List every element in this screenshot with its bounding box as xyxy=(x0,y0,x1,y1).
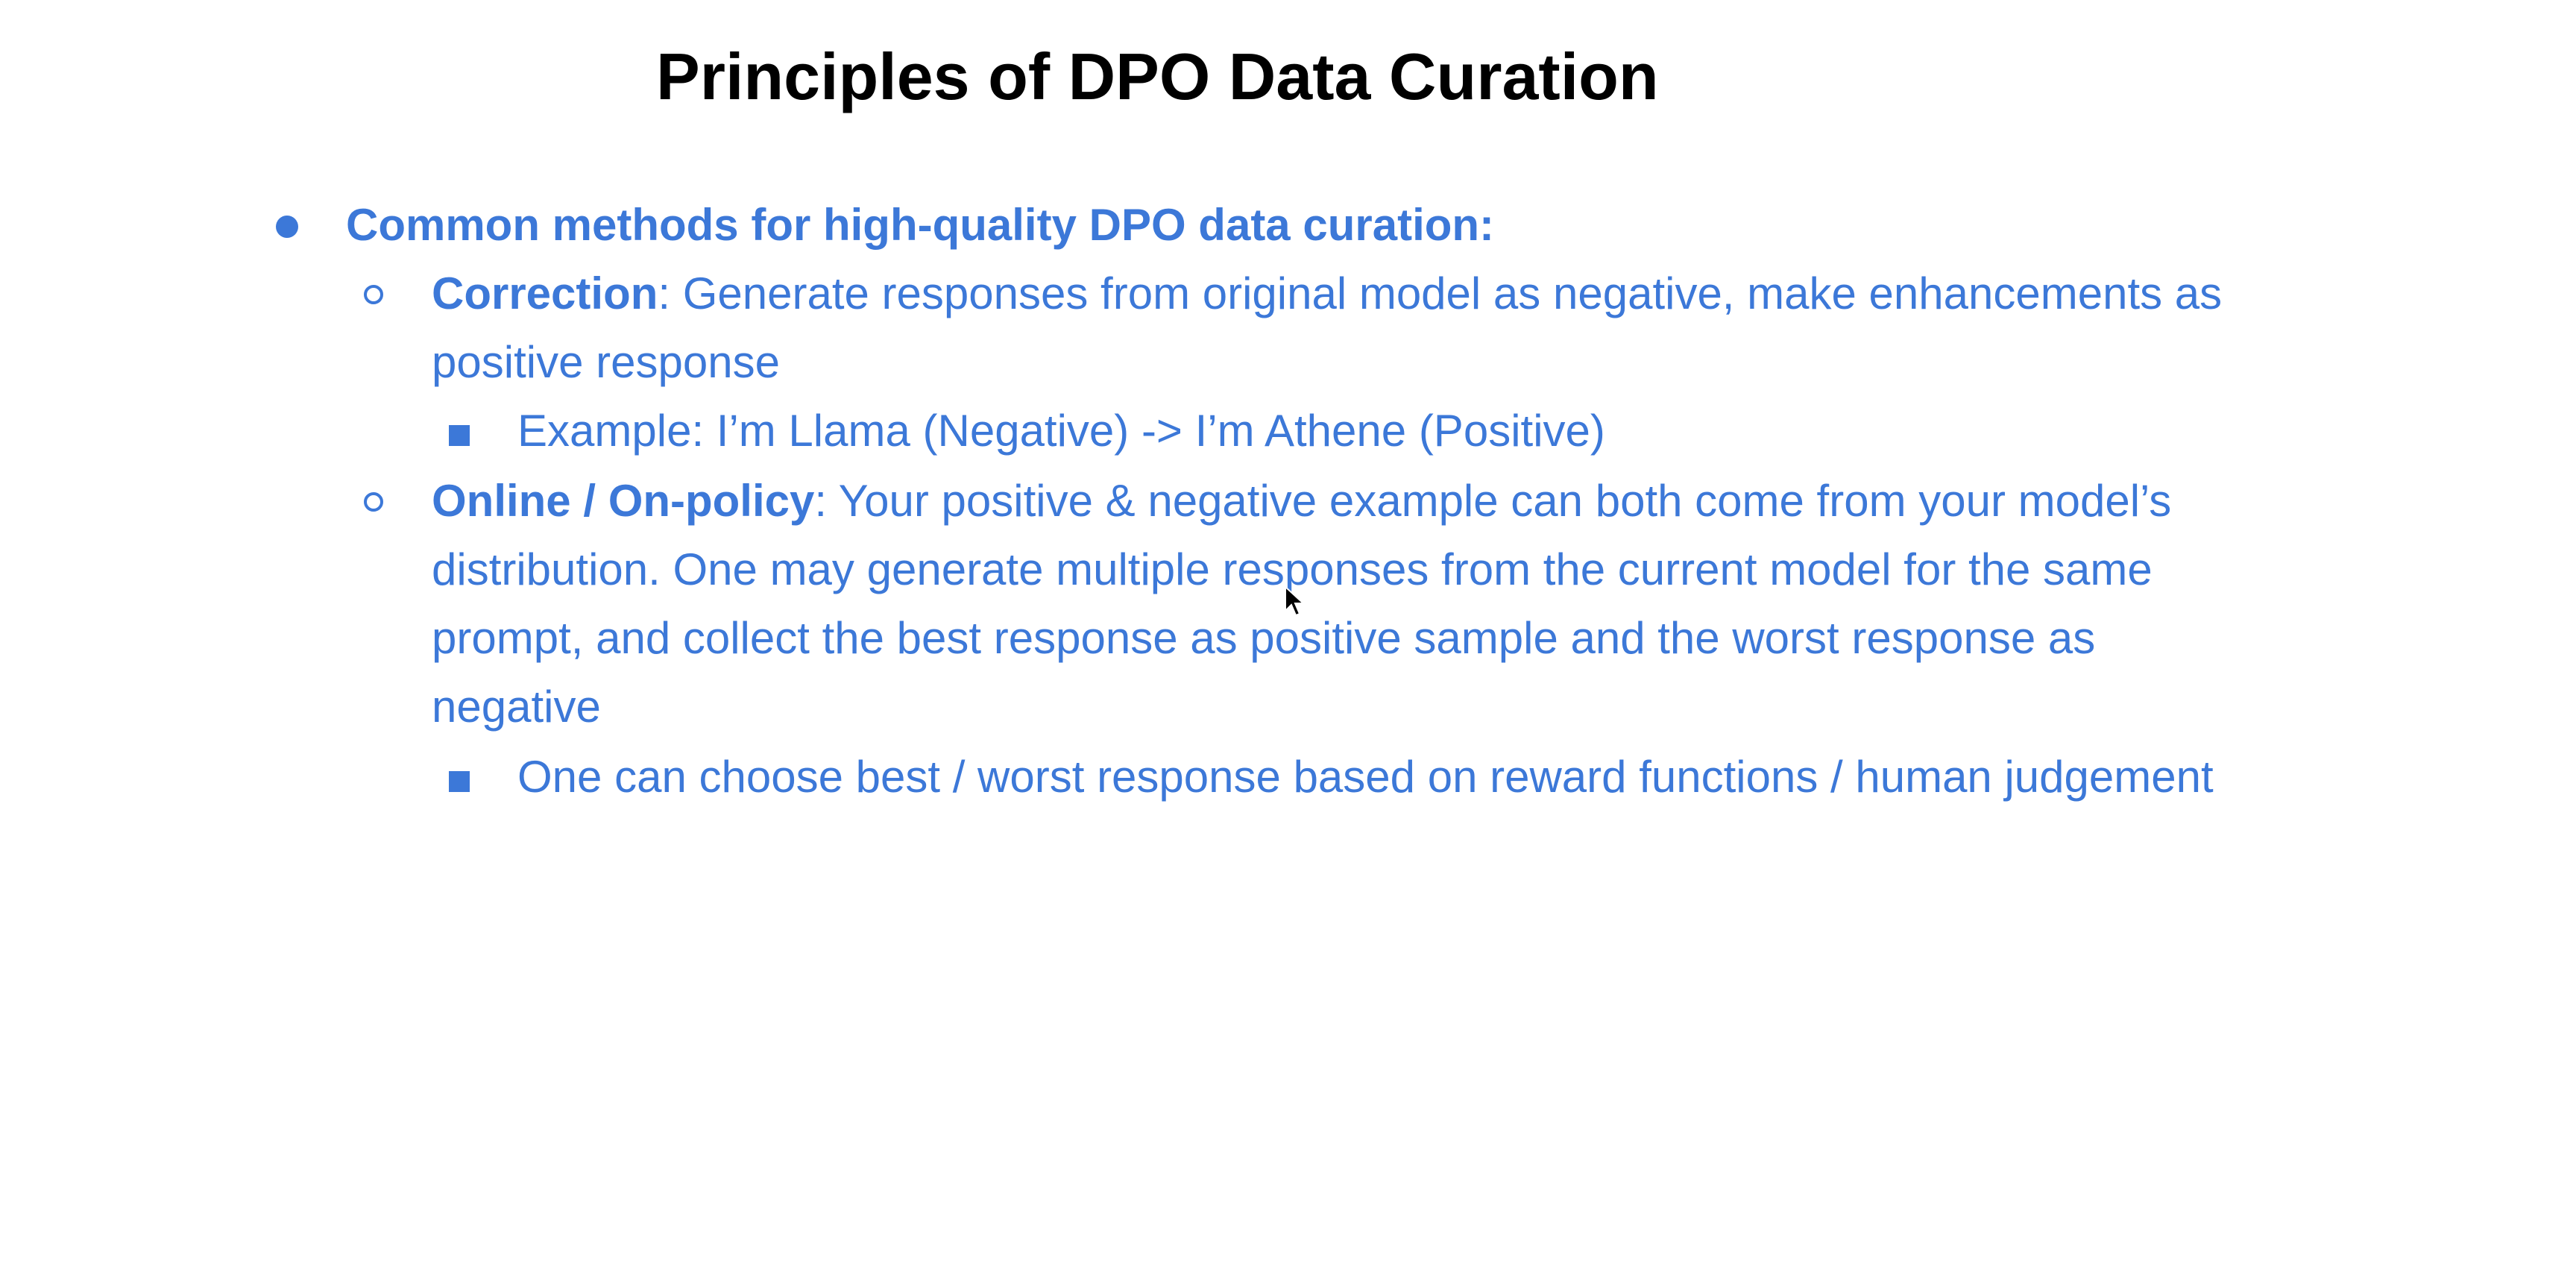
online-label: Online / On-policy xyxy=(432,476,815,526)
correction-line-2: positive response xyxy=(432,337,780,387)
correction-example: Example: I’m Llama (Negative) -> I’m Ath… xyxy=(517,406,1605,456)
online-example: One can choose best / worst response bas… xyxy=(517,752,2214,802)
filled-bullet-icon xyxy=(276,216,298,238)
correction-line-1: Correction: Generate responses from orig… xyxy=(432,260,2222,328)
level1-heading: Common methods for high-quality DPO data… xyxy=(346,200,1495,250)
mouse-cursor-icon xyxy=(1285,585,1306,617)
correction-label: Correction xyxy=(432,268,658,318)
open-circle-bullet-icon xyxy=(364,285,383,304)
open-circle-bullet-icon xyxy=(364,492,383,512)
online-text-1: : Your positive & negative example can b… xyxy=(814,476,2172,526)
square-bullet-icon xyxy=(449,425,470,446)
online-line-4: negative xyxy=(432,682,601,732)
online-line-1: Online / On-policy: Your positive & nega… xyxy=(432,467,2171,535)
online-line-3: prompt, and collect the best response as… xyxy=(432,613,2096,663)
correction-text-1: : Generate responses from original model… xyxy=(658,268,2223,318)
slide-title: Principles of DPO Data Curation xyxy=(656,40,1659,113)
square-bullet-icon xyxy=(449,771,470,792)
online-line-2: distribution. One may generate multiple … xyxy=(432,544,2153,594)
